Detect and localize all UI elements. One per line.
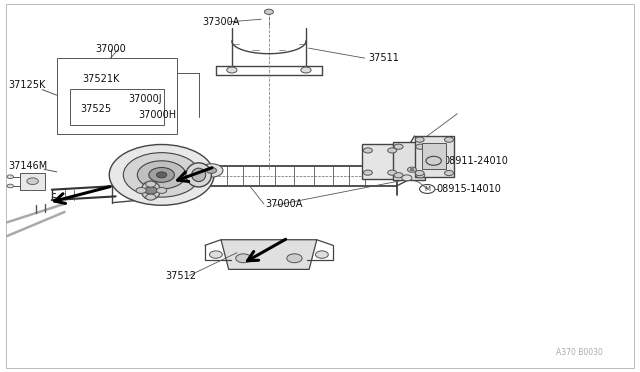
Text: 08915-14010: 08915-14010 <box>436 184 501 194</box>
Circle shape <box>146 181 156 187</box>
Circle shape <box>209 251 222 258</box>
Circle shape <box>264 9 273 15</box>
Bar <box>415 136 454 177</box>
Text: 37512: 37512 <box>166 271 196 281</box>
Ellipse shape <box>191 168 205 182</box>
Circle shape <box>445 170 454 176</box>
Circle shape <box>364 170 372 175</box>
Text: 37521K: 37521K <box>83 74 120 84</box>
Circle shape <box>27 178 38 185</box>
Circle shape <box>394 173 403 178</box>
Circle shape <box>227 67 237 73</box>
Circle shape <box>145 187 157 194</box>
Circle shape <box>415 170 424 176</box>
Circle shape <box>416 144 425 149</box>
Circle shape <box>388 170 397 175</box>
Circle shape <box>301 67 311 73</box>
Circle shape <box>157 172 167 178</box>
Circle shape <box>416 173 425 178</box>
Circle shape <box>138 161 186 189</box>
Circle shape <box>146 194 156 200</box>
Text: 37146M: 37146M <box>8 161 47 171</box>
Text: N: N <box>431 156 436 165</box>
Circle shape <box>200 164 223 177</box>
Circle shape <box>7 175 13 179</box>
Circle shape <box>149 167 174 182</box>
Text: 08911-24010: 08911-24010 <box>444 156 508 166</box>
Circle shape <box>316 251 328 258</box>
Ellipse shape <box>186 163 211 187</box>
Circle shape <box>7 184 13 188</box>
Circle shape <box>124 153 200 197</box>
Polygon shape <box>221 240 317 269</box>
Bar <box>57 58 177 134</box>
Circle shape <box>402 175 412 181</box>
Circle shape <box>157 187 167 193</box>
Circle shape <box>408 167 417 172</box>
Circle shape <box>287 254 302 263</box>
Circle shape <box>410 169 414 171</box>
Bar <box>362 144 399 179</box>
Text: A370 B0030: A370 B0030 <box>556 348 603 357</box>
Circle shape <box>445 137 454 142</box>
Text: 37000H: 37000H <box>138 110 176 120</box>
Text: 37000: 37000 <box>95 44 126 54</box>
Text: M: M <box>424 186 430 192</box>
Text: 37000A: 37000A <box>266 199 303 209</box>
Circle shape <box>364 148 372 153</box>
Text: 37125K: 37125K <box>8 80 45 90</box>
Circle shape <box>206 167 216 173</box>
Circle shape <box>415 137 424 142</box>
Text: 37000J: 37000J <box>129 94 162 104</box>
Bar <box>394 141 426 180</box>
Bar <box>422 143 447 169</box>
Circle shape <box>109 144 214 205</box>
Circle shape <box>388 148 397 153</box>
Text: 37511: 37511 <box>368 53 399 63</box>
Circle shape <box>136 187 147 193</box>
Bar <box>70 89 164 125</box>
Text: 37300A: 37300A <box>202 17 239 27</box>
Bar <box>20 173 45 190</box>
Circle shape <box>236 254 251 263</box>
Ellipse shape <box>141 181 161 200</box>
Circle shape <box>394 144 403 149</box>
Text: 37525: 37525 <box>81 104 111 114</box>
